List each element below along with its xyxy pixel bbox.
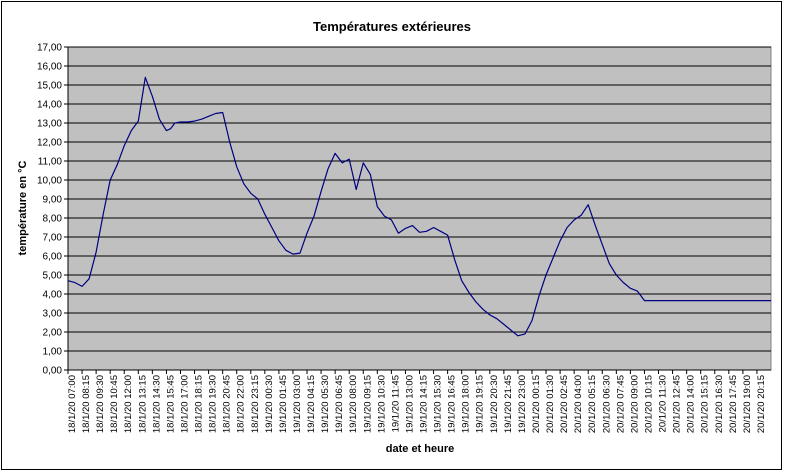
x-tick-label: 18/1/20 23:15 bbox=[250, 375, 261, 433]
y-tick-label: 1,00 bbox=[43, 347, 63, 358]
x-tick-label: 20/1/20 19:00 bbox=[742, 375, 753, 433]
x-tick-label: 18/1/20 09:30 bbox=[95, 375, 106, 433]
chart-title: Températures extérieures bbox=[313, 19, 471, 34]
x-tick-label: 20/1/20 11:30 bbox=[658, 375, 669, 432]
y-tick-label: 5,00 bbox=[43, 271, 63, 282]
y-tick-label: 3,00 bbox=[43, 309, 63, 320]
x-tick-label: 18/1/20 15:45 bbox=[165, 375, 176, 433]
x-tick-label: 19/1/20 04:15 bbox=[306, 375, 317, 433]
x-tick-label: 18/1/20 17:00 bbox=[179, 375, 190, 433]
x-tick-label: 20/1/20 17:45 bbox=[728, 375, 739, 433]
x-tick-label: 18/1/20 07:00 bbox=[67, 375, 78, 433]
x-tick-label: 19/1/20 20:30 bbox=[489, 375, 500, 433]
x-tick-label: 18/1/20 19:30 bbox=[208, 375, 219, 433]
x-tick-label: 18/1/20 14:30 bbox=[151, 375, 162, 433]
x-tick-label: 19/1/20 11:45 bbox=[390, 375, 401, 432]
x-tick-label: 20/1/20 16:30 bbox=[714, 375, 725, 433]
y-tick-label: 16,00 bbox=[37, 62, 62, 73]
x-tick-label: 20/1/20 06:30 bbox=[601, 375, 612, 433]
x-tick-label: 18/1/20 13:15 bbox=[137, 375, 148, 433]
x-tick-label: 19/1/20 13:00 bbox=[404, 375, 415, 433]
plot-background bbox=[67, 46, 772, 371]
x-tick-label: 19/1/20 10:30 bbox=[376, 375, 387, 433]
x-tick-label: 20/1/20 09:00 bbox=[629, 375, 640, 433]
x-tick-label: 20/1/20 01:30 bbox=[545, 375, 556, 433]
x-tick-label: 19/1/20 01:45 bbox=[278, 375, 289, 433]
x-axis-label: date et heure bbox=[386, 443, 454, 455]
x-tick-label: 18/1/20 08:15 bbox=[81, 375, 92, 433]
y-tick-label: 10,00 bbox=[37, 176, 62, 187]
x-tick-label: 20/1/20 05:15 bbox=[587, 375, 598, 433]
x-tick-label: 19/1/20 15:30 bbox=[433, 375, 444, 433]
x-tick-label: 19/1/20 03:00 bbox=[292, 375, 303, 433]
x-tick-label: 20/1/20 10:15 bbox=[643, 375, 654, 433]
x-tick-label: 20/1/20 14:00 bbox=[686, 375, 697, 433]
x-tick-label: 18/1/20 22:00 bbox=[236, 375, 247, 433]
x-tick-label: 20/1/20 04:00 bbox=[573, 375, 584, 433]
y-tick-label: 7,00 bbox=[43, 233, 63, 244]
x-tick-label: 18/1/20 12:00 bbox=[123, 375, 134, 433]
x-tick-label: 20/1/20 02:45 bbox=[559, 375, 570, 433]
x-tick-label: 19/1/20 08:00 bbox=[348, 375, 359, 433]
x-tick-label: 18/1/20 18:15 bbox=[194, 375, 205, 433]
x-tick-label: 18/1/20 20:45 bbox=[222, 375, 233, 433]
x-tick-label: 19/1/20 14:15 bbox=[419, 375, 430, 433]
y-tick-label: 6,00 bbox=[43, 252, 63, 263]
x-tick-label: 19/1/20 18:00 bbox=[461, 375, 472, 433]
x-tick-label: 20/1/20 07:45 bbox=[615, 375, 626, 433]
y-tick-label: 8,00 bbox=[43, 214, 63, 225]
x-tick-label: 19/1/20 23:00 bbox=[517, 375, 528, 433]
x-tick-label: 20/1/20 12:45 bbox=[672, 375, 683, 433]
y-tick-label: 0,00 bbox=[43, 366, 63, 377]
y-axis-label: température en °C bbox=[17, 161, 29, 256]
y-tick-label: 11,00 bbox=[38, 157, 63, 168]
x-tick-label: 19/1/20 16:45 bbox=[447, 375, 458, 433]
y-tick-label: 17,00 bbox=[37, 43, 62, 54]
y-tick-label: 4,00 bbox=[43, 290, 63, 301]
y-tick-label: 9,00 bbox=[43, 195, 63, 206]
series-line bbox=[67, 76, 771, 337]
y-tick-label: 12,00 bbox=[37, 138, 62, 149]
x-tick-label: 20/1/20 20:15 bbox=[756, 375, 767, 433]
plot-area: 0,00 1,00 2,00 3,00 4,00 5,00 6,00 7,00 8,00 9,00… bbox=[37, 43, 772, 433]
x-tick-label: 19/1/20 00:30 bbox=[264, 375, 275, 433]
x-tick-label: 19/1/20 09:15 bbox=[362, 375, 373, 433]
x-tick-label: 18/1/20 10:45 bbox=[109, 375, 120, 433]
x-tick-label: 19/1/20 06:45 bbox=[334, 375, 345, 433]
x-tick-label: 19/1/20 21:45 bbox=[503, 375, 514, 433]
y-tick-label: 13,00 bbox=[37, 119, 62, 130]
x-tick-label: 19/1/20 05:30 bbox=[320, 375, 331, 433]
x-tick-label: 19/1/20 19:15 bbox=[475, 375, 486, 433]
y-tick-label: 15,00 bbox=[37, 81, 62, 92]
x-tick-label: 20/1/20 15:15 bbox=[700, 375, 711, 433]
x-tick-label: 20/1/20 00:15 bbox=[531, 375, 542, 433]
y-tick-label: 2,00 bbox=[43, 328, 63, 339]
y-tick-label: 14,00 bbox=[37, 100, 62, 111]
